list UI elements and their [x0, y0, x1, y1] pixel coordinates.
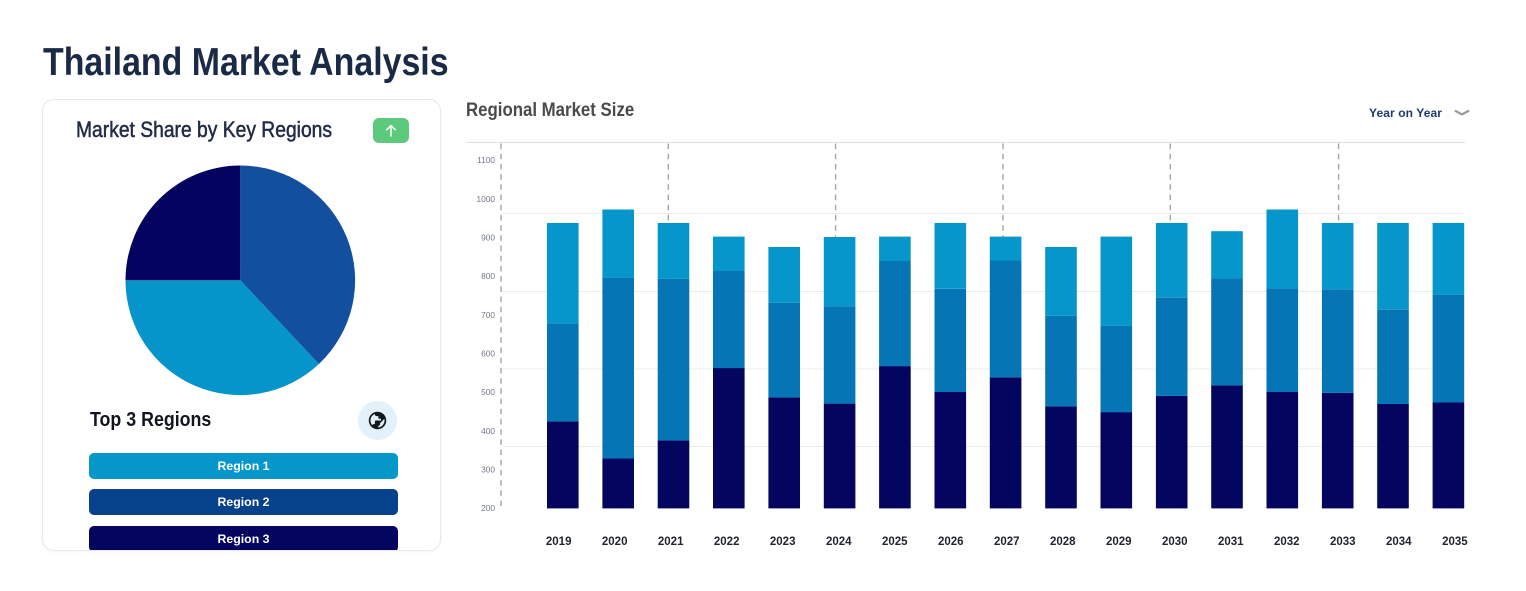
svg-text:2024: 2024: [826, 536, 852, 548]
svg-text:600: 600: [481, 349, 495, 359]
svg-text:2029: 2029: [1106, 536, 1132, 548]
svg-text:2030: 2030: [1162, 536, 1188, 548]
svg-text:200: 200: [481, 503, 495, 513]
svg-text:1100: 1100: [477, 155, 495, 165]
svg-text:2033: 2033: [1330, 536, 1356, 548]
svg-text:2023: 2023: [770, 536, 796, 548]
svg-text:2022: 2022: [714, 536, 740, 548]
svg-text:2025: 2025: [882, 536, 908, 548]
svg-text:1000: 1000: [477, 194, 496, 204]
svg-text:300: 300: [481, 465, 495, 475]
svg-text:900: 900: [481, 233, 495, 243]
svg-text:2035: 2035: [1442, 536, 1468, 548]
svg-text:2021: 2021: [658, 536, 684, 548]
svg-text:2020: 2020: [602, 536, 628, 548]
svg-text:2034: 2034: [1386, 536, 1412, 548]
svg-text:2026: 2026: [938, 536, 964, 548]
svg-text:2027: 2027: [994, 536, 1020, 548]
svg-text:2019: 2019: [546, 536, 572, 548]
svg-text:400: 400: [481, 426, 495, 436]
svg-text:500: 500: [481, 387, 495, 397]
svg-text:2028: 2028: [1050, 536, 1076, 548]
svg-text:800: 800: [481, 271, 495, 281]
svg-text:2032: 2032: [1274, 536, 1300, 548]
svg-text:2031: 2031: [1218, 536, 1244, 548]
svg-text:700: 700: [481, 310, 495, 320]
